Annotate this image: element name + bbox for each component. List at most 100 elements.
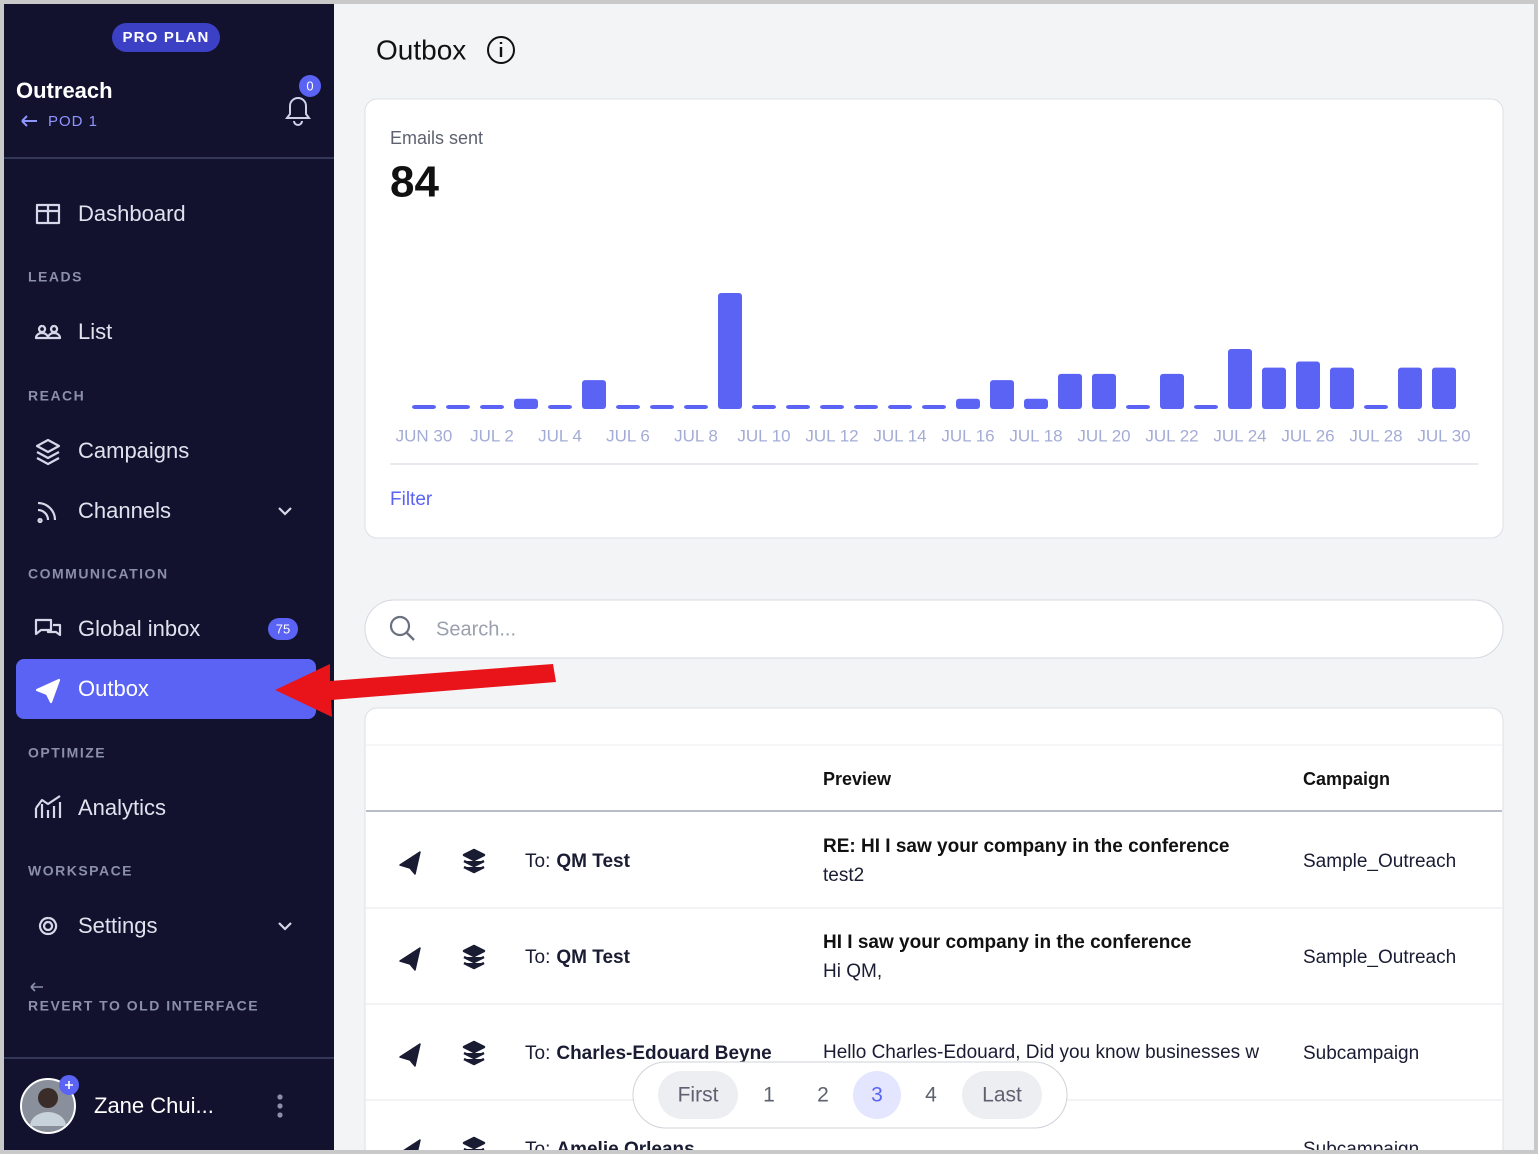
- sidebar: [4, 4, 334, 1150]
- search-icon: [389, 615, 411, 637]
- x-tick-label: JUL 14: [873, 426, 926, 445]
- nav-item[interactable]: Dashboard: [35, 201, 186, 226]
- table-row[interactable]: To: QM Test RE: HI I saw your company in t…: [366, 836, 1502, 909]
- bar: [480, 405, 504, 409]
- table-row[interactable]: To: QM Test HI I saw your company in the c…: [366, 932, 1502, 1005]
- notification-count: 0: [306, 78, 313, 93]
- preview-subject: RE: HI I saw your company in the confere…: [823, 836, 1230, 857]
- nav-label[interactable]: Settings: [78, 913, 158, 938]
- header-preview: Preview: [823, 769, 892, 789]
- table-rows: To: QM Test RE: HI I saw your company in t…: [366, 836, 1502, 1154]
- bar: [1058, 373, 1082, 409]
- bar: [1228, 349, 1252, 409]
- pager: First 1 2 3 4 Last: [658, 1071, 1042, 1119]
- nav-icon: [34, 795, 62, 818]
- recipient-name: Amelie Orleans: [556, 1139, 694, 1154]
- table-row[interactable]: To: Charles-Edouard Beyne Hello Charles-Ed…: [366, 1040, 1502, 1101]
- x-tick-label: JUL 28: [1349, 426, 1402, 445]
- page-number[interactable]: 1: [763, 1084, 775, 1107]
- emails-total: 84: [390, 158, 439, 207]
- nav: Dashboard LEADS List REACH Campaigns Channels…: [16, 201, 316, 938]
- kebab-menu[interactable]: [277, 1094, 283, 1118]
- recipient: To: QM Test: [525, 947, 631, 968]
- search-placeholder[interactable]: Search...: [436, 618, 516, 640]
- x-tick-label: JUL 16: [941, 426, 994, 445]
- pod-label[interactable]: POD 1: [48, 113, 98, 130]
- nav-label[interactable]: List: [78, 319, 112, 344]
- bell-icon[interactable]: [285, 97, 311, 126]
- user-name[interactable]: Zane Chui...: [94, 1093, 214, 1118]
- page-active[interactable]: [853, 1071, 901, 1119]
- filter-link[interactable]: Filter: [390, 489, 433, 510]
- bar: [582, 380, 606, 409]
- nav-item[interactable]: Settings: [39, 913, 292, 938]
- nav-icon: [34, 324, 62, 340]
- chevron[interactable]: [278, 507, 292, 516]
- avatar-body: [30, 1112, 66, 1126]
- bar: [446, 405, 470, 409]
- info-icon[interactable]: [487, 36, 515, 64]
- back-arrow[interactable]: [21, 115, 37, 127]
- nav-label[interactable]: Outbox: [78, 676, 149, 701]
- search-box[interactable]: [364, 599, 1504, 659]
- nav-badge-count: 75: [276, 621, 290, 636]
- sent-icon: [399, 851, 421, 875]
- page-number[interactable]: 3: [871, 1084, 883, 1107]
- page-number[interactable]: 4: [925, 1084, 937, 1107]
- page-label[interactable]: First: [678, 1084, 719, 1107]
- recipient: To: QM Test: [525, 851, 631, 872]
- chevron[interactable]: [278, 922, 292, 931]
- nav-label[interactable]: Global inbox: [78, 616, 200, 641]
- to-label: To:: [525, 851, 550, 872]
- nav-item[interactable]: Global inbox 75: [34, 616, 298, 641]
- bar: [1330, 367, 1354, 409]
- to-label: To:: [525, 1043, 550, 1064]
- x-tick-label: JUL 30: [1417, 426, 1470, 445]
- bar: [1262, 367, 1286, 409]
- nav-icon: [34, 618, 62, 637]
- nav-label[interactable]: Analytics: [78, 795, 166, 820]
- chart-card: [364, 98, 1504, 539]
- x-tick-label: JUL 20: [1077, 426, 1130, 445]
- x-tick-label: JUL 10: [737, 426, 790, 445]
- nav-item[interactable]: Campaigns: [35, 438, 189, 466]
- bar: [956, 398, 980, 409]
- avatar-head: [38, 1088, 58, 1108]
- nav-item[interactable]: List: [34, 319, 112, 344]
- page-number[interactable]: 2: [817, 1084, 829, 1107]
- nav-icon: [37, 501, 57, 524]
- nav-icon: [35, 678, 61, 704]
- bar: [684, 405, 708, 409]
- nav-label[interactable]: Dashboard: [78, 201, 186, 226]
- revert-arrow[interactable]: [30, 982, 43, 992]
- nav-label[interactable]: Channels: [78, 498, 171, 523]
- x-tick-label: JUL 8: [674, 426, 718, 445]
- nav-item[interactable]: Channels: [37, 498, 292, 524]
- page-button[interactable]: [962, 1071, 1042, 1119]
- to-label: To:: [525, 947, 550, 968]
- bar: [514, 398, 538, 409]
- bar: [412, 405, 436, 409]
- bar: [990, 380, 1014, 409]
- nav-item[interactable]: Analytics: [34, 795, 166, 820]
- x-tick-label: JUL 4: [538, 426, 582, 445]
- x-tick-label: JUL 26: [1281, 426, 1334, 445]
- nav-icon: [35, 203, 61, 225]
- bell[interactable]: 0: [285, 75, 321, 126]
- sent-icon: [399, 947, 421, 971]
- nav-item[interactable]: Outbox: [16, 659, 316, 719]
- preview-subject: HI I saw your company in the conference: [823, 932, 1192, 953]
- page-label[interactable]: Last: [982, 1084, 1022, 1107]
- campaign: Sample_Outreach: [1303, 947, 1456, 968]
- header-campaign: Campaign: [1303, 769, 1390, 789]
- bar: [854, 405, 878, 409]
- revert-link[interactable]: REVERT TO OLD INTERFACE: [28, 998, 259, 1014]
- x-tick-label: JUL 18: [1009, 426, 1062, 445]
- nav-label[interactable]: Campaigns: [78, 438, 189, 463]
- nav-icon: [35, 438, 61, 466]
- bar: [1364, 405, 1388, 409]
- workspace-name: Outreach: [16, 78, 113, 103]
- page-button[interactable]: [658, 1071, 738, 1119]
- nav-heading: LEADS: [28, 269, 83, 285]
